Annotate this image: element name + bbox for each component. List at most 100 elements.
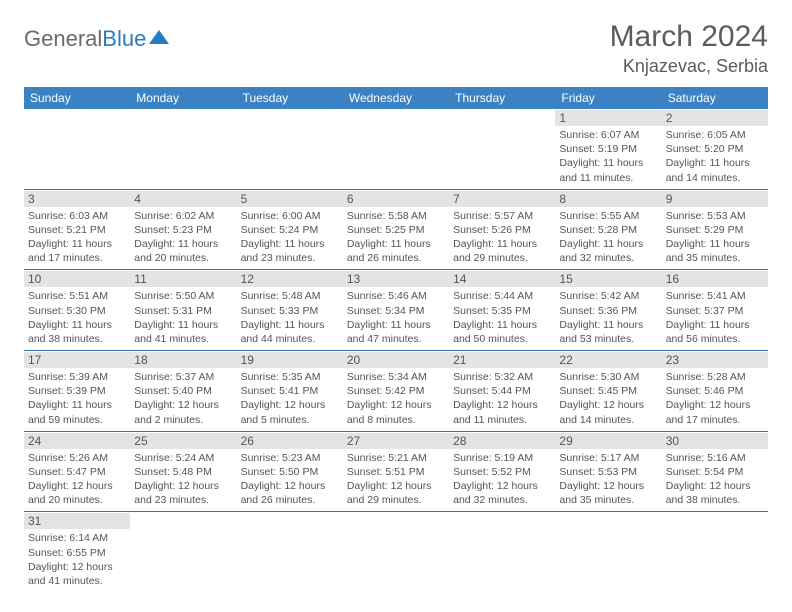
sunset-line: Sunset: 5:42 PM <box>347 384 445 398</box>
location: Knjazevac, Serbia <box>610 56 768 77</box>
sunrise-line: Sunrise: 5:41 AM <box>666 289 764 303</box>
sunset-line: Sunset: 5:26 PM <box>453 223 551 237</box>
calendar-cell: 8Sunrise: 5:55 AMSunset: 5:28 PMDaylight… <box>555 189 661 270</box>
day-number: 21 <box>449 352 555 368</box>
day-number: 26 <box>237 433 343 449</box>
day-number: 8 <box>555 191 661 207</box>
calendar-cell: 7Sunrise: 5:57 AMSunset: 5:26 PMDaylight… <box>449 189 555 270</box>
weekday-header: Thursday <box>449 87 555 109</box>
daylight-line: Daylight: 11 hours and 53 minutes. <box>559 318 657 346</box>
sunrise-line: Sunrise: 5:30 AM <box>559 370 657 384</box>
daylight-line: Daylight: 11 hours and 41 minutes. <box>134 318 232 346</box>
day-number: 14 <box>449 271 555 287</box>
sunrise-line: Sunrise: 5:50 AM <box>134 289 232 303</box>
calendar-cell: 12Sunrise: 5:48 AMSunset: 5:33 PMDayligh… <box>237 270 343 351</box>
day-number: 28 <box>449 433 555 449</box>
calendar-cell: 20 Sunrise: 5:34 AMSunset: 5:42 PMDayligh… <box>343 351 449 432</box>
daylight-line: Daylight: 12 hours and 26 minutes. <box>241 479 339 507</box>
sunrise-line: Sunrise: 5:35 AM <box>241 370 339 384</box>
sunset-line: Sunset: 5:25 PM <box>347 223 445 237</box>
daylight-line: Daylight: 12 hours and 29 minutes. <box>347 479 445 507</box>
calendar-cell <box>130 109 236 189</box>
sunrise-line: Sunrise: 6:07 AM <box>559 128 657 142</box>
day-number: 17 <box>24 352 130 368</box>
calendar-cell: 31Sunrise: 6:14 AMSunset: 6:55 PMDayligh… <box>24 512 130 592</box>
sunset-line: Sunset: 5:37 PM <box>666 304 764 318</box>
day-number: 10 <box>24 271 130 287</box>
header: GeneralBlue March 2024 Knjazevac, Serbia <box>24 20 768 77</box>
calendar-cell: 14Sunrise: 5:44 AMSunset: 5:35 PMDayligh… <box>449 270 555 351</box>
calendar-cell <box>662 512 768 592</box>
sunrise-line: Sunrise: 5:24 AM <box>134 451 232 465</box>
sunrise-line: Sunrise: 5:26 AM <box>28 451 126 465</box>
sunrise-line: Sunrise: 6:03 AM <box>28 209 126 223</box>
daylight-line: Daylight: 11 hours and 35 minutes. <box>666 237 764 265</box>
daylight-line: Daylight: 11 hours and 14 minutes. <box>666 156 764 184</box>
day-number: 4 <box>130 191 236 207</box>
calendar-cell: 6Sunrise: 5:58 AMSunset: 5:25 PMDaylight… <box>343 189 449 270</box>
sunrise-line: Sunrise: 5:32 AM <box>453 370 551 384</box>
day-number: 29 <box>555 433 661 449</box>
sunset-line: Sunset: 5:28 PM <box>559 223 657 237</box>
sunrise-line: Sunrise: 6:14 AM <box>28 531 126 545</box>
weekday-header: Monday <box>130 87 236 109</box>
daylight-line: Daylight: 11 hours and 56 minutes. <box>666 318 764 346</box>
sunset-line: Sunset: 5:50 PM <box>241 465 339 479</box>
calendar-cell: 27Sunrise: 5:21 AMSunset: 5:51 PMDayligh… <box>343 431 449 512</box>
calendar-cell: 9Sunrise: 5:53 AMSunset: 5:29 PMDaylight… <box>662 189 768 270</box>
daylight-line: Daylight: 12 hours and 11 minutes. <box>453 398 551 426</box>
day-number: 1 <box>555 110 661 126</box>
calendar-cell: 11Sunrise: 5:50 AMSunset: 5:31 PMDayligh… <box>130 270 236 351</box>
sunrise-line: Sunrise: 5:34 AM <box>347 370 445 384</box>
calendar-cell <box>343 109 449 189</box>
day-number: 30 <box>662 433 768 449</box>
daylight-line: Daylight: 12 hours and 35 minutes. <box>559 479 657 507</box>
sunrise-line: Sunrise: 5:23 AM <box>241 451 339 465</box>
daylight-line: Daylight: 11 hours and 23 minutes. <box>241 237 339 265</box>
day-number: 15 <box>555 271 661 287</box>
sunrise-line: Sunrise: 6:02 AM <box>134 209 232 223</box>
daylight-line: Daylight: 11 hours and 47 minutes. <box>347 318 445 346</box>
sunrise-line: Sunrise: 5:51 AM <box>28 289 126 303</box>
daylight-line: Daylight: 11 hours and 44 minutes. <box>241 318 339 346</box>
calendar-cell: 22Sunrise: 5:30 AMSunset: 5:45 PMDayligh… <box>555 351 661 432</box>
calendar-cell <box>130 512 236 592</box>
calendar-cell <box>237 109 343 189</box>
weekday-header: Friday <box>555 87 661 109</box>
sunrise-line: Sunrise: 5:16 AM <box>666 451 764 465</box>
day-number: 20 <box>343 352 449 368</box>
sunset-line: Sunset: 5:46 PM <box>666 384 764 398</box>
sunrise-line: Sunrise: 5:48 AM <box>241 289 339 303</box>
calendar-cell: 4Sunrise: 6:02 AMSunset: 5:23 PMDaylight… <box>130 189 236 270</box>
sunset-line: Sunset: 5:52 PM <box>453 465 551 479</box>
weekday-header: Saturday <box>662 87 768 109</box>
calendar-cell: 29Sunrise: 5:17 AMSunset: 5:53 PMDayligh… <box>555 431 661 512</box>
day-number: 11 <box>130 271 236 287</box>
day-number: 2 <box>662 110 768 126</box>
calendar-cell: 25Sunrise: 5:24 AMSunset: 5:48 PMDayligh… <box>130 431 236 512</box>
sunrise-line: Sunrise: 5:19 AM <box>453 451 551 465</box>
day-number: 19 <box>237 352 343 368</box>
calendar-cell: 18Sunrise: 5:37 AMSunset: 5:40 PMDayligh… <box>130 351 236 432</box>
sunset-line: Sunset: 5:33 PM <box>241 304 339 318</box>
sunrise-line: Sunrise: 5:17 AM <box>559 451 657 465</box>
day-number: 18 <box>130 352 236 368</box>
title-block: March 2024 Knjazevac, Serbia <box>610 20 768 77</box>
calendar-cell: 15Sunrise: 5:42 AMSunset: 5:36 PMDayligh… <box>555 270 661 351</box>
sunset-line: Sunset: 5:29 PM <box>666 223 764 237</box>
day-number: 13 <box>343 271 449 287</box>
daylight-line: Daylight: 12 hours and 8 minutes. <box>347 398 445 426</box>
day-number: 25 <box>130 433 236 449</box>
sunrise-line: Sunrise: 5:37 AM <box>134 370 232 384</box>
sunset-line: Sunset: 5:48 PM <box>134 465 232 479</box>
calendar-cell: 5Sunrise: 6:00 AMSunset: 5:24 PMDaylight… <box>237 189 343 270</box>
weekday-header: Wednesday <box>343 87 449 109</box>
daylight-line: Daylight: 12 hours and 32 minutes. <box>453 479 551 507</box>
day-number: 9 <box>662 191 768 207</box>
weekday-header: Tuesday <box>237 87 343 109</box>
calendar-cell: 24Sunrise: 5:26 AMSunset: 5:47 PMDayligh… <box>24 431 130 512</box>
calendar-cell: 17Sunrise: 5:39 AMSunset: 5:39 PMDayligh… <box>24 351 130 432</box>
calendar-header-row: Sunday Monday Tuesday Wednesday Thursday… <box>24 87 768 109</box>
sunrise-line: Sunrise: 5:42 AM <box>559 289 657 303</box>
daylight-line: Daylight: 11 hours and 29 minutes. <box>453 237 551 265</box>
